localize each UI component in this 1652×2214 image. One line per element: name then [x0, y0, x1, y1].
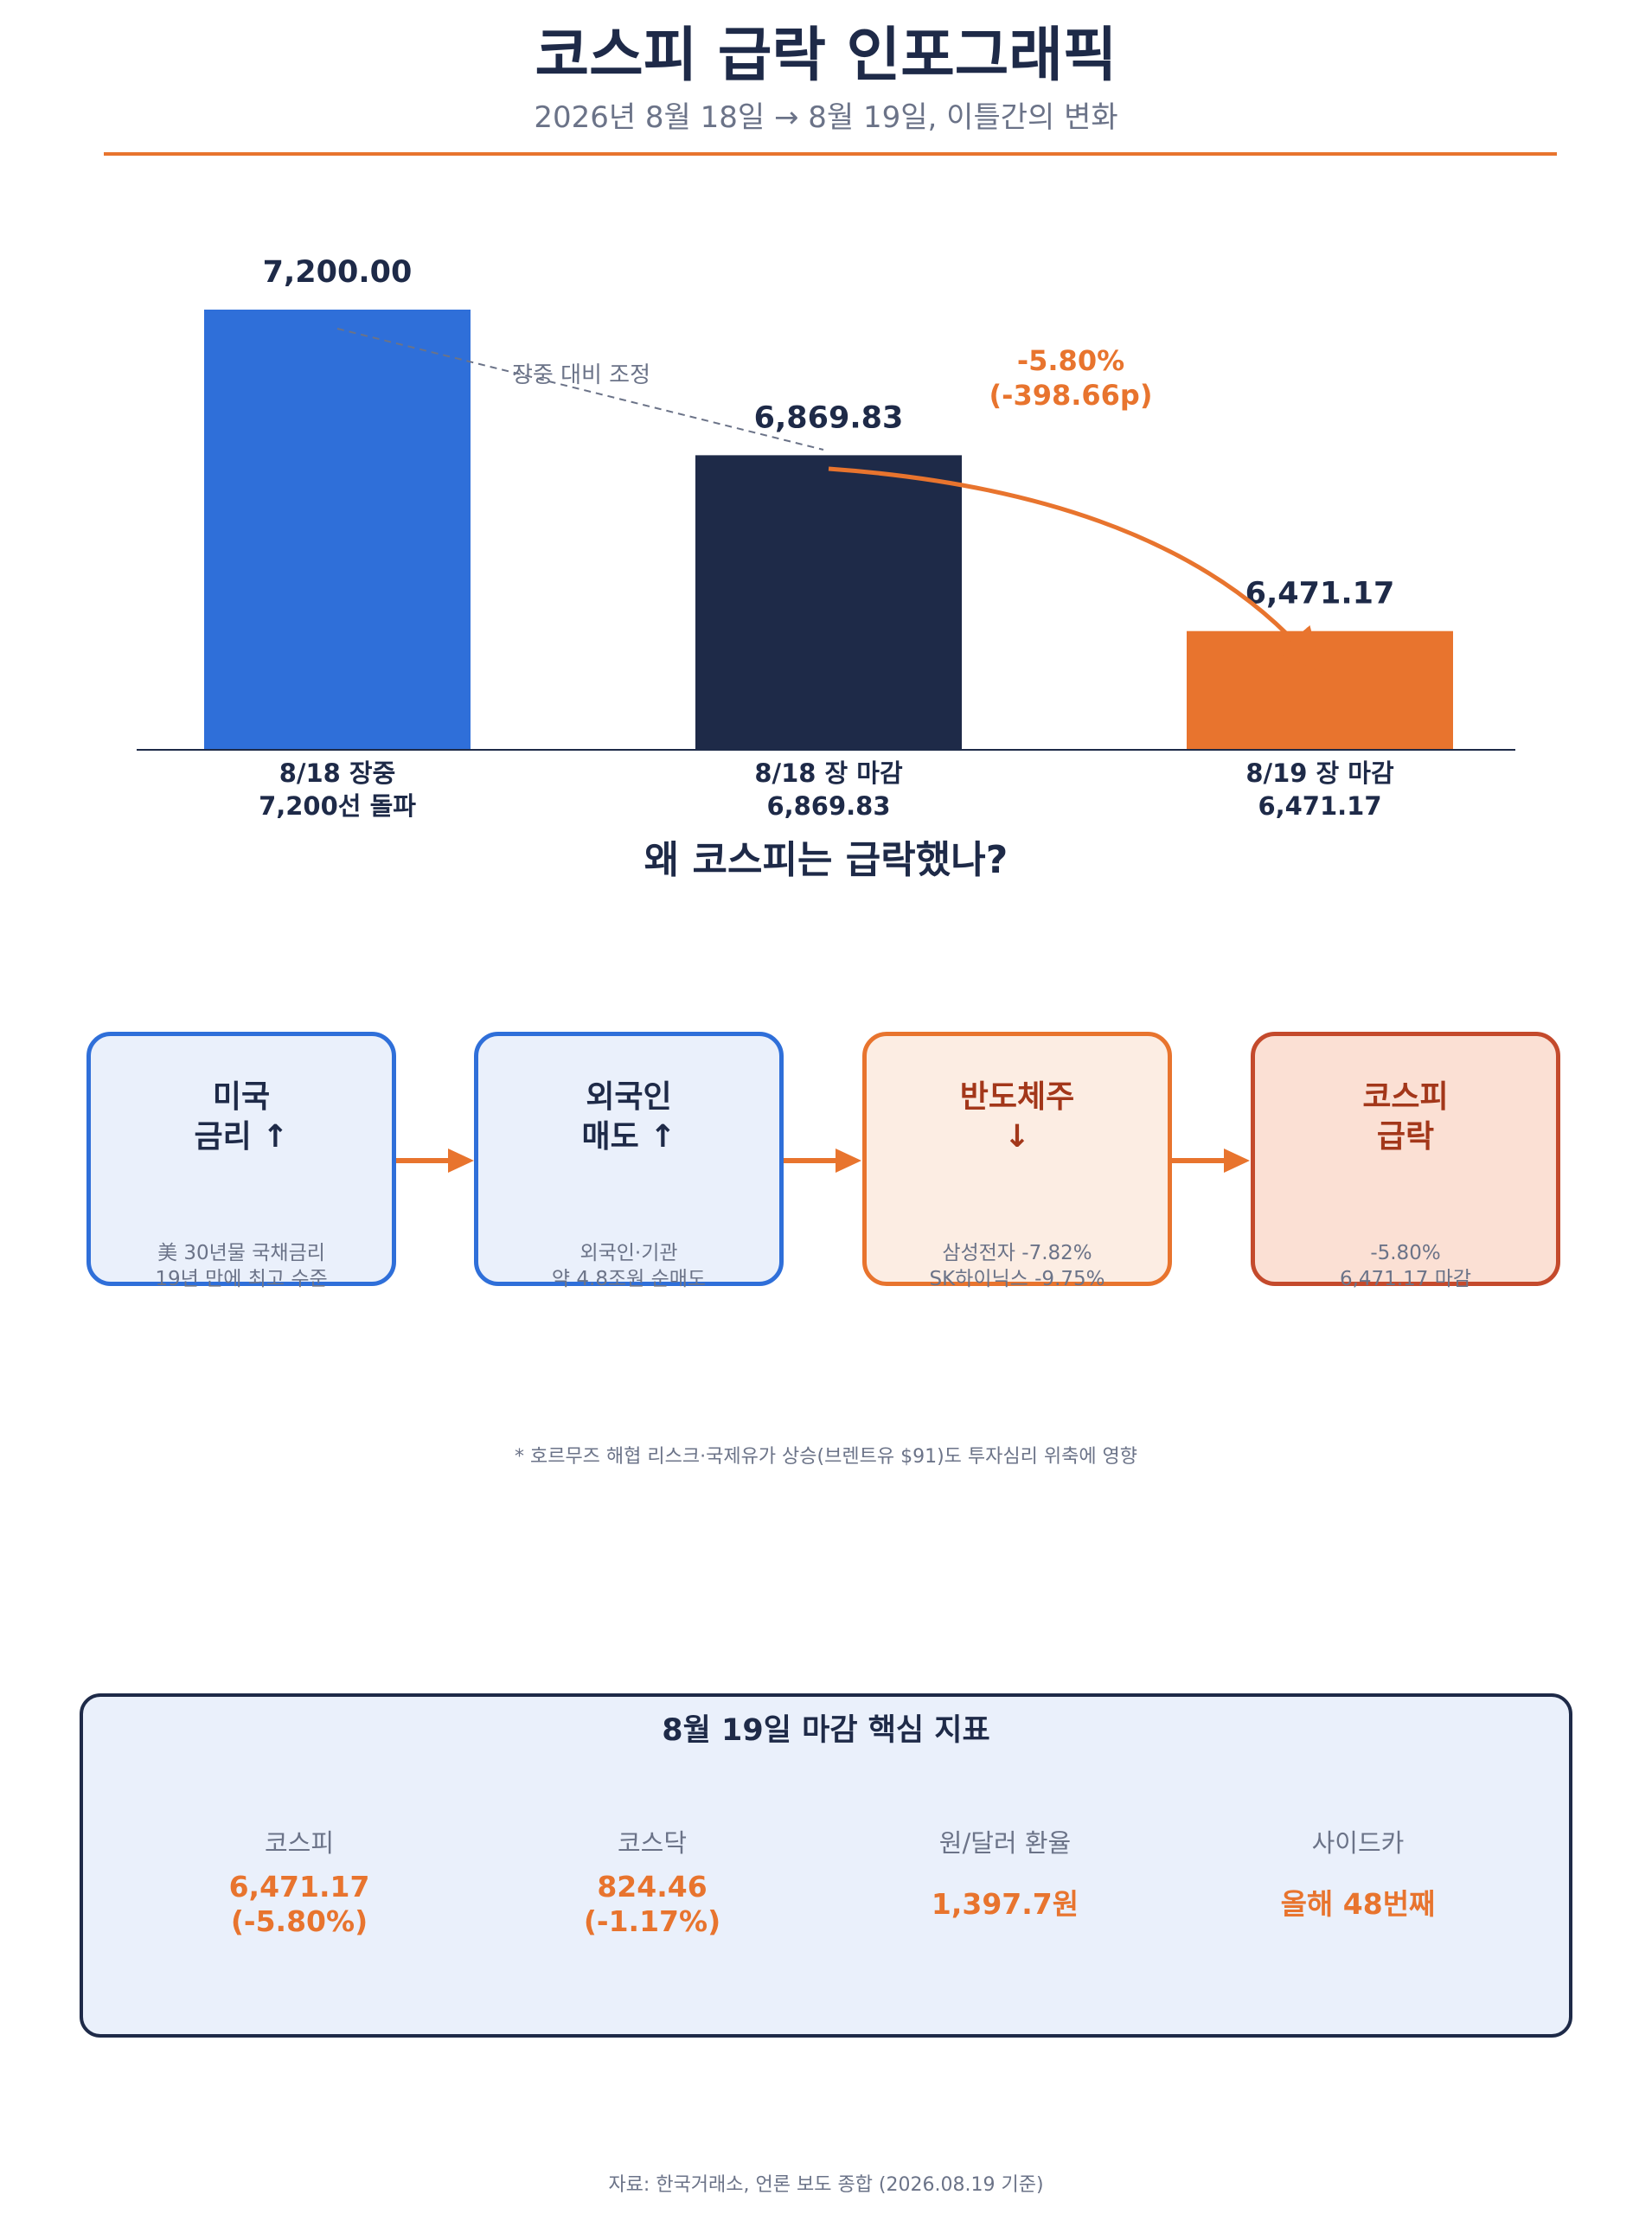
- bar-value-label: 6,471.17: [1245, 577, 1395, 611]
- cause-title: 반도체주 ↓: [959, 1079, 1075, 1155]
- flow-arrow-icon: [1172, 1149, 1250, 1173]
- title-divider: [104, 152, 1557, 156]
- bar-value-label: 7,200.00: [263, 255, 413, 290]
- bar-1: [204, 310, 471, 750]
- causes-title: 왜 코스피는 급락했나?: [644, 838, 1008, 882]
- decline-arrow: [828, 466, 1322, 673]
- cause-title: 외국인 매도 ↑: [581, 1079, 676, 1155]
- dashed-trend-note: 장중 대비 조정: [512, 362, 650, 388]
- kpi-panel: 8월 19일 마감 핵심 지표 코스피 6,471.17 (-5.80%) 코스…: [80, 1693, 1572, 2038]
- cause-title: 코스피 급락: [1362, 1079, 1449, 1155]
- cause-note: 美 30년물 국채금리 19년 만에 최고 수준: [155, 1242, 328, 1290]
- change-pts-label: (-398.66p): [989, 379, 1153, 412]
- category-label: 8/19 장 마감 6,471.17: [1245, 758, 1394, 821]
- kpi-fx-rate: 원/달러 환율 1,397.7원: [832, 1823, 1178, 1939]
- bar-2: [695, 455, 962, 750]
- kpi-value: 6,471.17 (-5.80%): [228, 1870, 370, 1938]
- cause-box-foreign-selling: 외국인 매도 ↑ 외국인·기관 약 4.8조원 순매도: [474, 1032, 784, 1290]
- kpi-label: 코스피: [264, 1828, 335, 1858]
- cause-note: -5.80% 6,471.17 마감: [1339, 1242, 1472, 1290]
- category-label: 8/18 장중 7,200선 돌파: [259, 758, 416, 821]
- page-subtitle: 2026년 8월 18일 → 8월 19일, 이틀간의 변화: [534, 100, 1118, 135]
- cause-note: 외국인·기관 약 4.8조원 순매도: [551, 1242, 707, 1290]
- flow-arrow-icon: [396, 1149, 474, 1173]
- cause-box-semiconductors: 반도체주 ↓ 삼성전자 -7.82% SK하이닉스 -9.75%: [862, 1032, 1172, 1290]
- bar-3: [1187, 630, 1453, 750]
- kpi-value: 824.46 (-1.17%): [583, 1870, 721, 1938]
- category-label: 8/18 장 마감 6,869.83: [754, 758, 903, 821]
- kpi-sidecar: 사이드카 올해 48번째: [1185, 1823, 1531, 1939]
- change-pct-label: -5.80%: [1017, 344, 1124, 377]
- cause-box-kospi-drop: 코스피 급락 -5.80% 6,471.17 마감: [1251, 1032, 1560, 1290]
- bar-value-label: 6,869.83: [754, 400, 904, 435]
- dashed-trend-line: [336, 328, 824, 451]
- kpi-value: 올해 48번째: [1280, 1887, 1436, 1921]
- flow-arrow-icon: [784, 1149, 861, 1173]
- causes-footnote: * 호르무즈 해협 리스크·국제유가 상승(브렌트유 $91)도 투자심리 위축…: [514, 1446, 1138, 1468]
- kpi-kosdaq: 코스닥 824.46 (-1.17%): [479, 1823, 825, 1939]
- kospi-bar-chart: 7,200.00 6,869.83 6,471.17 장중 대비 조정 -5.80%…: [137, 255, 1515, 751]
- page-title: 코스피 급락 인포그래픽: [535, 22, 1117, 90]
- kpi-title: 8월 19일 마감 핵심 지표: [662, 1713, 990, 1748]
- kpi-label: 코스닥: [617, 1828, 688, 1858]
- kpi-label: 사이드카: [1311, 1828, 1405, 1858]
- kpi-value: 1,397.7원: [931, 1887, 1079, 1921]
- kpi-kospi: 코스피 6,471.17 (-5.80%): [126, 1823, 472, 1939]
- kpi-label: 원/달러 환율: [938, 1828, 1072, 1858]
- source-note: 자료: 한국거래소, 언론 보도 종합 (2026.08.19 기준): [608, 2174, 1044, 2196]
- cause-box-us-rates: 미국 금리 ↑ 美 30년물 국채금리 19년 만에 최고 수준: [86, 1032, 396, 1290]
- cause-note: 삼성전자 -7.82% SK하이닉스 -9.75%: [929, 1242, 1105, 1290]
- cause-title: 미국 금리 ↑: [194, 1079, 289, 1155]
